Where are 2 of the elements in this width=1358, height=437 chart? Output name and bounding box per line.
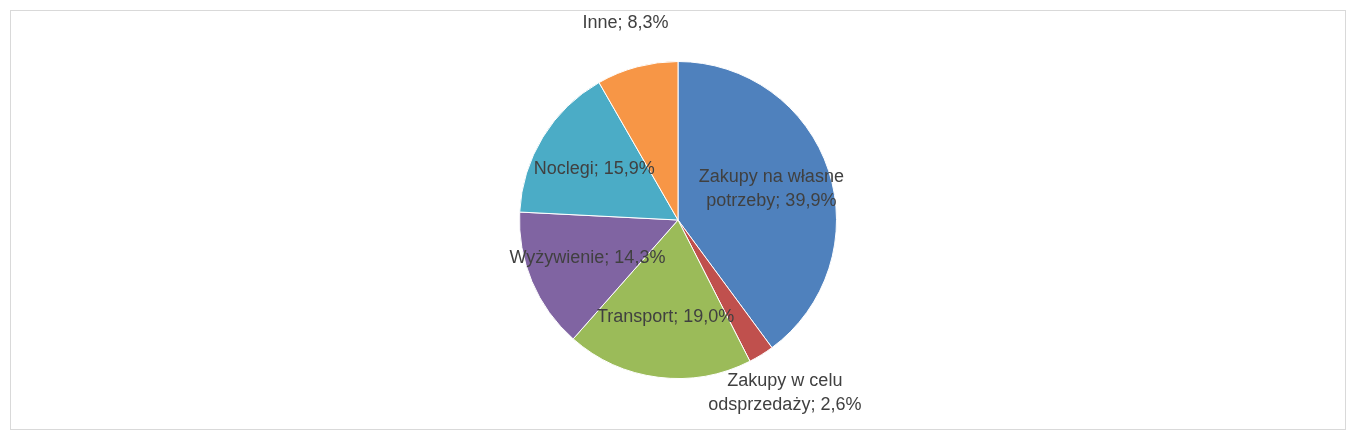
slice-label: Zakupy w celu odsprzedaży; 2,6% <box>708 370 862 415</box>
slice-label: Inne; 8,3% <box>582 12 669 33</box>
